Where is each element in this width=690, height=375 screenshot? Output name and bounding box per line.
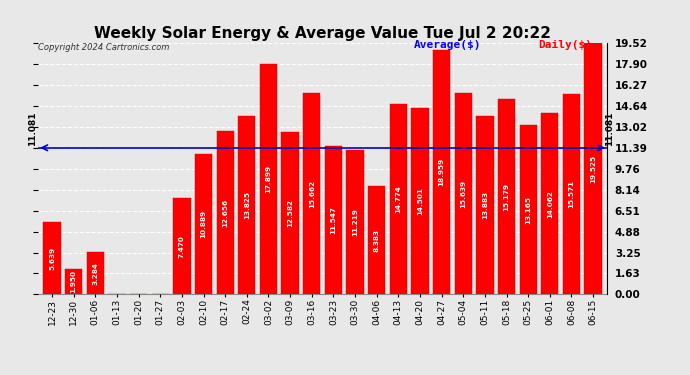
Text: 5.639: 5.639 — [49, 246, 55, 270]
Text: 11.547: 11.547 — [331, 206, 337, 234]
Text: 8.383: 8.383 — [374, 229, 380, 252]
Bar — [43, 222, 61, 294]
Text: 15.571: 15.571 — [569, 180, 575, 208]
Bar — [411, 108, 428, 294]
Text: 11.081: 11.081 — [605, 111, 614, 146]
Bar — [433, 50, 451, 294]
Bar — [563, 94, 580, 294]
Text: 13.883: 13.883 — [482, 191, 488, 219]
Text: 10.889: 10.889 — [201, 210, 206, 238]
Title: Weekly Solar Energy & Average Value Tue Jul 2 20:22: Weekly Solar Energy & Average Value Tue … — [94, 26, 551, 40]
Text: 19.525: 19.525 — [590, 154, 596, 183]
Text: 18.959: 18.959 — [439, 158, 444, 186]
Text: Average($): Average($) — [414, 40, 482, 50]
Text: 15.639: 15.639 — [460, 180, 466, 208]
Bar — [390, 104, 407, 294]
Bar — [584, 43, 602, 294]
Text: 11.081: 11.081 — [28, 111, 37, 146]
Bar — [303, 93, 320, 294]
Bar — [195, 154, 213, 294]
Bar — [325, 146, 342, 294]
Bar — [217, 132, 234, 294]
Text: Daily($): Daily($) — [538, 40, 592, 50]
Text: 14.062: 14.062 — [547, 190, 553, 218]
Bar — [282, 132, 299, 294]
Bar — [173, 198, 190, 294]
Bar — [498, 99, 515, 294]
Bar — [346, 150, 364, 294]
Text: 12.582: 12.582 — [287, 200, 293, 227]
Bar — [520, 125, 537, 294]
Text: 13.165: 13.165 — [525, 196, 531, 223]
Bar — [476, 116, 493, 294]
Text: 13.825: 13.825 — [244, 191, 250, 219]
Text: 14.774: 14.774 — [395, 185, 402, 213]
Text: 15.662: 15.662 — [308, 180, 315, 208]
Text: 3.284: 3.284 — [92, 262, 98, 285]
Bar — [455, 93, 472, 294]
Bar — [65, 269, 82, 294]
Text: Copyright 2024 Cartronics.com: Copyright 2024 Cartronics.com — [38, 43, 169, 52]
Bar — [260, 64, 277, 294]
Text: 12.656: 12.656 — [222, 199, 228, 227]
Text: 1.950: 1.950 — [70, 270, 77, 293]
Bar — [87, 252, 104, 294]
Text: 11.219: 11.219 — [352, 208, 358, 236]
Text: 15.179: 15.179 — [504, 183, 509, 211]
Bar — [238, 116, 255, 294]
Bar — [541, 113, 558, 294]
Text: 7.470: 7.470 — [179, 235, 185, 258]
Text: 14.501: 14.501 — [417, 187, 423, 215]
Bar — [368, 186, 385, 294]
Text: 17.899: 17.899 — [266, 165, 271, 193]
